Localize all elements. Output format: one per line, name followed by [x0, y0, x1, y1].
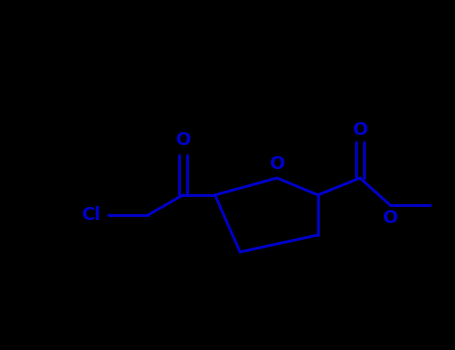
Text: O: O — [269, 155, 285, 173]
Text: O: O — [352, 121, 368, 139]
Text: O: O — [382, 209, 398, 227]
Text: O: O — [175, 131, 191, 149]
Text: Cl: Cl — [81, 206, 100, 224]
